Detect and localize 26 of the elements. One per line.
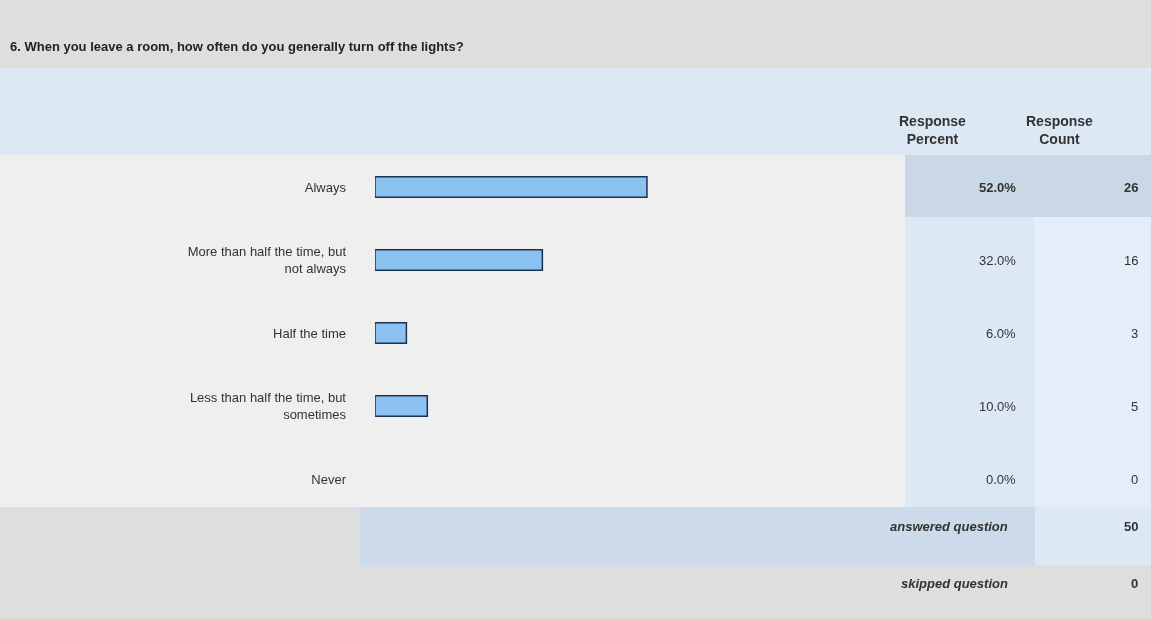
text: 5 [1131, 399, 1139, 414]
text: 6. When you leave a room, how often do you generally turn off the lights? [10, 39, 464, 54]
text: skipped question [901, 576, 1008, 591]
text: 16 [1124, 253, 1139, 268]
text: Response Count [1026, 113, 1094, 148]
data-label: 10.0% [979, 399, 1017, 414]
bar [375, 176, 648, 198]
data-label: 32.0% [979, 253, 1017, 268]
y-tick-label: Less than half the time, but sometimes [189, 390, 347, 422]
bar [375, 322, 408, 344]
text: 50 [1124, 519, 1139, 534]
data-label: 52.0% [979, 180, 1017, 195]
text: 3 [1131, 326, 1139, 341]
bar [375, 395, 429, 417]
data-label: 0.0% [986, 472, 1017, 487]
y-tick-label: Half the time [273, 325, 346, 341]
y-tick-label: More than half the time, but not always [187, 244, 347, 276]
y-tick-label: Always [304, 179, 347, 195]
data-label: 6.0% [986, 326, 1017, 341]
text: 0 [1131, 472, 1139, 487]
text: 26 [1124, 180, 1139, 195]
text: Response Percent [899, 113, 967, 148]
text: answered question [890, 519, 1008, 534]
y-tick-label: Never [311, 471, 347, 487]
text: 0 [1131, 576, 1139, 591]
bar [375, 249, 544, 271]
